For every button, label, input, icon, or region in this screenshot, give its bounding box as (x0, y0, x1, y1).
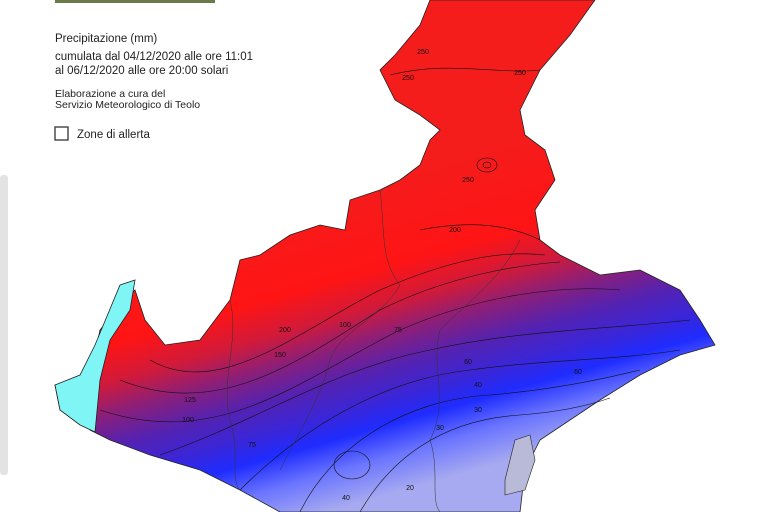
contour-label: 125 (184, 397, 196, 404)
contour-label: 250 (462, 177, 474, 184)
contour-label: 60 (574, 369, 582, 376)
legend-title: Precipitazione (mm) (55, 33, 157, 45)
contour-label: 250 (417, 49, 429, 56)
contour-label: 200 (449, 227, 461, 234)
province-borders (226, 189, 521, 512)
legend-period-to: al 06/12/2020 alle ore 20:00 solari (55, 65, 228, 77)
contour-label: 150 (274, 352, 286, 359)
contour-lines (99, 67, 691, 512)
legend-credit: Servizio Meteorologico di Teolo (55, 99, 200, 111)
header-image-strip (55, 0, 215, 3)
contour-label: 40 (342, 495, 350, 502)
contour-label: 250 (514, 70, 526, 77)
contour-label: 100 (182, 417, 194, 424)
lagoon-area (504, 434, 536, 496)
layer-checkbox[interactable] (54, 126, 69, 141)
contour-label: 75 (248, 442, 256, 449)
layer-toggle-label[interactable]: Zone di allerta (77, 129, 150, 141)
phone-edge (0, 175, 8, 475)
contour-label: 75 (394, 327, 402, 334)
legend-credit: Elaborazione a cura del (55, 88, 165, 100)
contour-label: 20 (406, 485, 414, 492)
contour-label: 200 (279, 327, 291, 334)
contour-label: 30 (436, 425, 444, 432)
contour-label: 40 (474, 382, 482, 389)
lake-garda (54, 279, 136, 433)
contour-label: 30 (474, 407, 482, 414)
contour-label: 100 (339, 322, 351, 329)
contour-label: 250 (402, 75, 414, 82)
legend-period-from: cumulata dal 04/12/2020 alle ore 11:01 (55, 51, 253, 63)
contour-label: 60 (464, 359, 472, 366)
